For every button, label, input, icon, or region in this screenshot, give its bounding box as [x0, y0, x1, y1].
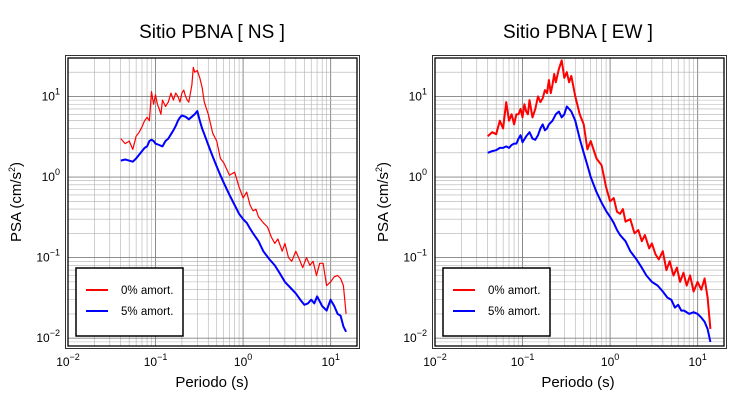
x-tick-base: 10 [234, 355, 248, 369]
x-tick-label: 101 [321, 352, 339, 369]
y-tick-label: 100 [42, 167, 60, 184]
series-line-0-amort [487, 59, 712, 330]
x-axis-label: Periodo (s) [541, 374, 614, 391]
y-axis-label-suffix: ) [375, 162, 392, 167]
x-tick-exponent: −1 [524, 352, 534, 362]
x-tick-base: 10 [601, 355, 615, 369]
y-tick-exponent: −2 [50, 328, 60, 338]
x-tick-label: 10−2 [56, 352, 80, 369]
legend-label: 5% amort. [121, 306, 173, 318]
y-tick-base: 10 [409, 89, 423, 103]
y-axis-label-prefix: PSA (cm/s [8, 172, 25, 242]
y-axis-label: PSA (cm/s2) [374, 162, 392, 242]
y-tick-base: 10 [409, 170, 423, 184]
y-tick-base: 10 [403, 331, 417, 345]
y-tick-label: 101 [42, 86, 60, 103]
x-tick-label: 100 [234, 352, 252, 369]
legend: 0% amort. 5% amort. [442, 267, 551, 337]
y-axis-label: PSA (cm/s2) [7, 162, 25, 242]
x-tick-base: 10 [511, 355, 525, 369]
x-tick-base: 10 [688, 355, 702, 369]
y-axis-label-exponent: 2 [374, 167, 384, 172]
y-tick-label: 100 [409, 167, 427, 184]
y-axis-label-suffix: ) [8, 162, 25, 167]
x-tick-label: 10−2 [423, 352, 447, 369]
plot-frame [434, 57, 725, 347]
x-tick-base: 10 [144, 355, 158, 369]
y-tick-label: 101 [409, 86, 427, 103]
y-tick-exponent: 0 [422, 167, 427, 177]
y-tick-label: 10−1 [403, 248, 427, 265]
legend-label: 5% amort. [488, 306, 540, 318]
legend-box [75, 267, 184, 337]
y-tick-exponent: 1 [55, 86, 60, 96]
x-tick-base: 10 [321, 355, 335, 369]
chart-title: Sitio PBNA [ EW ] [503, 22, 653, 43]
plot-frame [67, 57, 358, 347]
legend-label: 0% amort. [488, 285, 540, 297]
x-axis-label: Periodo (s) [175, 374, 248, 391]
y-tick-exponent: −1 [50, 248, 60, 258]
chart-panel-ew: Sitio PBNA [ EW ] Periodo (s) PSA (cm/s2… [374, 22, 727, 391]
x-tick-exponent: 1 [702, 352, 707, 362]
series-line-5-amort [487, 105, 712, 343]
y-axis-label-prefix: PSA (cm/s [375, 172, 392, 242]
x-tick-label: 100 [601, 352, 619, 369]
chart-panel-ns: Sitio PBNA [ NS ] Periodo (s) PSA (cm/s2… [7, 22, 360, 391]
series-line-0-amort [120, 66, 347, 314]
y-tick-base: 10 [36, 251, 50, 265]
y-tick-base: 10 [42, 89, 56, 103]
x-tick-exponent: −2 [437, 352, 447, 362]
y-tick-label: 10−2 [36, 328, 60, 345]
x-tick-exponent: −2 [70, 352, 80, 362]
x-tick-exponent: 1 [335, 352, 340, 362]
y-tick-exponent: 1 [422, 86, 427, 96]
y-tick-label: 10−2 [403, 328, 427, 345]
chart-title: Sitio PBNA [ NS ] [139, 22, 285, 43]
y-tick-exponent: −1 [417, 248, 427, 258]
series-line-5-amort [120, 110, 347, 333]
y-axis-label-exponent: 2 [7, 167, 17, 172]
legend-label: 0% amort. [121, 285, 173, 297]
y-tick-base: 10 [42, 170, 56, 184]
x-tick-label: 10−1 [511, 352, 535, 369]
x-tick-base: 10 [56, 355, 70, 369]
x-tick-label: 101 [688, 352, 706, 369]
y-tick-base: 10 [403, 251, 417, 265]
x-tick-exponent: 0 [614, 352, 619, 362]
legend-box [442, 267, 551, 337]
y-tick-exponent: 0 [55, 167, 60, 177]
legend: 0% amort. 5% amort. [75, 267, 184, 337]
plot-frame-outer [65, 55, 360, 349]
y-tick-exponent: −2 [417, 328, 427, 338]
x-tick-base: 10 [423, 355, 437, 369]
x-tick-exponent: 0 [247, 352, 252, 362]
x-tick-label: 10−1 [144, 352, 168, 369]
x-tick-exponent: −1 [157, 352, 167, 362]
plot-frame-outer [432, 55, 727, 349]
y-tick-label: 10−1 [36, 248, 60, 265]
y-tick-base: 10 [36, 331, 50, 345]
